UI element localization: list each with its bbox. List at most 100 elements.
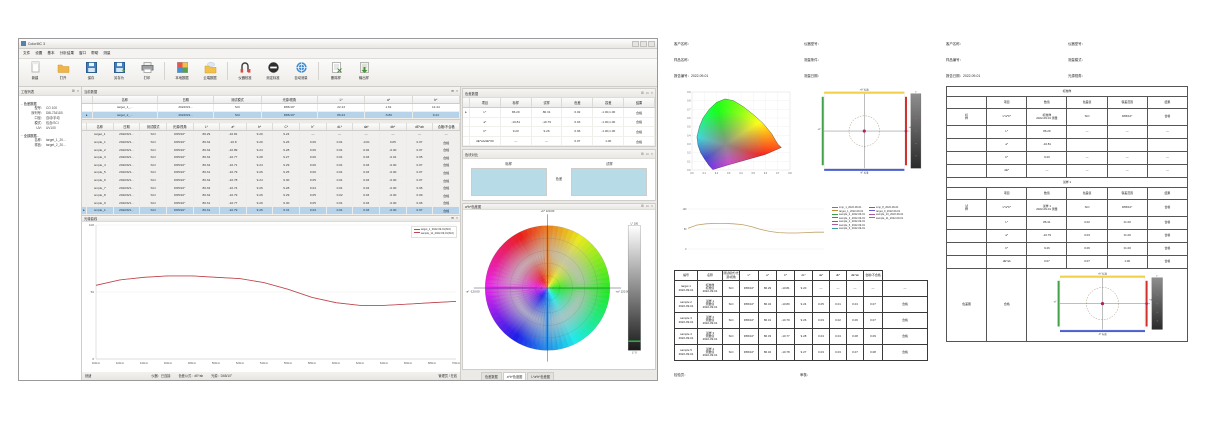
column-header-db*[interactable]: db* (379, 121, 407, 132)
table-row[interactable]: smple_5 2022/9/1... SCI D65/10° 86.31 -10.79 9… (82, 168, 460, 177)
column-header-结果[interactable]: 结果 (623, 98, 655, 108)
table-row[interactable]: smple_7 2022/9/1... SCI D65/10° 86.33 -10.74 9… (82, 183, 460, 192)
pin-icon[interactable]: ⊞ (640, 91, 644, 95)
close-icon[interactable]: × (76, 89, 79, 93)
table-row[interactable]: smple_3 2022/9/1... SCI D65/10° 86.34 -10.77 9… (82, 153, 460, 162)
toolbar-button-输出样[interactable]: 输出样 (351, 61, 377, 80)
toolbar-button-测定标准[interactable]: 测定标准 (260, 61, 286, 80)
toolbar-button-另存为[interactable]: 另存为 (106, 61, 132, 80)
column-header-日期[interactable]: 日期 (157, 96, 215, 104)
close-icon[interactable]: × (651, 204, 653, 209)
table-row[interactable]: smple_9 2022/9/1... SCI D65/10° 86.31 -10.77 9… (82, 199, 460, 208)
pin-icon[interactable]: ⊞ (71, 89, 75, 93)
column-header-名称[interactable]: 名称 (92, 96, 158, 104)
menu-item-2[interactable]: 基本 (47, 51, 55, 55)
pin-icon[interactable]: ⊞ (640, 204, 644, 209)
column-header-项目[interactable]: 项目 (469, 98, 501, 108)
column-header-C*[interactable]: C* (272, 121, 301, 132)
expander-icon[interactable]: − (21, 101, 23, 106)
column-header-色差[interactable]: 色差 (561, 98, 594, 108)
menu-item-1[interactable]: 设置 (35, 51, 43, 55)
toolbar-button-新建[interactable]: 新建 (22, 61, 48, 80)
close-button[interactable] (648, 40, 655, 47)
menu-item-6[interactable]: 测量 (103, 51, 111, 55)
column-header-da*[interactable]: da* (352, 121, 381, 132)
table-row: sample 3 2022-09-01 试样 2 测量值 2022-09-01 SCI D6… (674, 312, 928, 329)
pin-icon[interactable]: ⊞ (451, 89, 455, 93)
close-icon[interactable]: × (651, 91, 653, 95)
tree-group-data[interactable]: − 全部数据... (21, 133, 79, 138)
column-header-容差[interactable]: 容差 (592, 98, 625, 108)
spectral-chart-body[interactable]: 100 50 0 400nm 420nm 440nm 460nm 480nm 500nm 520n… (82, 221, 461, 372)
column-header-a*[interactable]: a* (219, 121, 247, 132)
table-row[interactable]: target_1_... 2022/9/1... SCI D65/10° 22.13 1.… (82, 103, 461, 112)
column-header-b*[interactable]: b* (246, 121, 274, 132)
color-difference-table[interactable]: 项目 标样 试样 色差 容差 结果 ▸ L* 86.29 86.31 0.02 -1.00,1.00 合… (463, 98, 655, 147)
column-header-光源/视角[interactable]: 光源/视角 (261, 96, 318, 104)
toolbar-button-打印[interactable]: 打印 (134, 61, 160, 80)
column-header-标样[interactable]: 标样 (500, 98, 532, 108)
table-row[interactable]: smple_6 2022/9/1... SCI D65/10° 86.34 -10.78 9… (82, 176, 460, 185)
column-header-dE*ab[interactable]: dE*ab (406, 121, 434, 132)
column-header-L*[interactable]: L* (193, 121, 221, 132)
toolbar-button-本地数据[interactable]: 本地数据 (169, 61, 195, 80)
table-row[interactable]: smple_8 2022/9/1... SCI D65/10° 86.34 -10.79 9… (82, 191, 460, 200)
column-header-a*[interactable]: a* (364, 96, 413, 104)
close-icon[interactable]: × (456, 89, 458, 93)
expander-icon-2[interactable]: − (21, 133, 23, 138)
table-cell: -10.77 (219, 153, 247, 162)
column-header-名称[interactable]: 名称 (86, 121, 114, 132)
close-icon[interactable]: × (456, 216, 458, 221)
toolbar-button-云端数据[interactable]: 云端数据 (197, 61, 223, 80)
toolbar-button-保存[interactable]: 保存 (78, 61, 104, 80)
table-cell: SCI (722, 344, 740, 361)
column-header-试样[interactable]: 试样 (531, 98, 563, 108)
table-row[interactable]: smple_2 2022/9/1... SCI D65/10° 86.34 -10.89 9… (82, 145, 460, 154)
column-header-合格/不合格[interactable]: 合格/不合格 (432, 121, 460, 132)
toolbar-button-label: 删除样 (331, 76, 341, 80)
toolbar-button-仪器校准[interactable]: 仪器校准 (232, 61, 258, 80)
menu-item-0[interactable]: 文件 (23, 51, 31, 55)
table-row[interactable]: smple_1 2022/9/1... SCI D65/10° 86.34 -10.8 9.… (82, 138, 460, 147)
column-header-光源/视角[interactable]: 光源/视角 (166, 121, 194, 132)
tab-色差数据[interactable]: 色差数据 (481, 372, 502, 380)
tree-group-device[interactable]: − 色差数据 (21, 101, 79, 107)
maximize-button[interactable] (640, 40, 647, 47)
restore-icon[interactable]: ▭ (645, 204, 650, 209)
minimize-button[interactable] (632, 40, 639, 47)
restore-icon[interactable]: ▭ (645, 152, 650, 157)
column-header-L*[interactable]: L* (317, 96, 366, 104)
table-row[interactable]: ▸ smple_1 2022/9/1... SCI D65/10° 86.31 -10.79… (82, 206, 460, 215)
tab-L*a*b*色差图[interactable]: L*a*b*色差图 (527, 372, 554, 380)
table-row[interactable]: target_1 2022/9/1... SCI D65/10° 86.29 -10.81… (82, 130, 460, 139)
menu-item-3[interactable]: 分析结果 (59, 51, 74, 55)
column-header-dL*[interactable]: dL* (326, 121, 354, 132)
close-icon[interactable]: × (651, 152, 653, 157)
chromaticity-wheel-body[interactable]: +b* 120.00-b* -120.00-a* -120.00+a* 120.… (463, 209, 655, 371)
toolbar-button-打开[interactable]: 打开 (50, 61, 76, 80)
table-row[interactable]: b* 9.20 9.26 0.06 -1.00,1.00 合格 (463, 126, 655, 137)
table-row[interactable]: smple_4 2022/9/1... SCI D65/10° 86.34 -10.71 9… (82, 161, 460, 170)
svg-text:0.3: 0.3 (727, 173, 731, 175)
toolbar-button-删除样[interactable]: 删除样 (323, 61, 349, 80)
current-data-table[interactable]: 名称 日期 测试模式 光源/视角 L* a* b* target_1_... 2022/9/1.… (82, 96, 461, 120)
column-header-h°[interactable]: h° (299, 121, 327, 132)
pin-icon[interactable]: ⊞ (640, 152, 644, 157)
samples-table[interactable]: 名称 日期 测试模式 光源/视角 L* a* b* C* h° dL* da* db* dE*ab 合格/… (82, 120, 460, 215)
table-row[interactable]: ▸ L* 86.29 86.31 0.02 -1.00,1.00 合格 (463, 107, 655, 118)
table-row[interactable]: a* -10.81 -10.79 0.03 -1.00,1.00 合格 (463, 117, 655, 128)
restore-icon[interactable]: ▭ (645, 91, 650, 95)
column-header-测试模式[interactable]: 测试模式 (139, 121, 167, 132)
pin-icon[interactable]: ⊞ (451, 216, 455, 221)
table-row[interactable]: dE*ab/dE*00— —0.07 1.00 合格 (463, 136, 655, 147)
toolbar-button-自动测量[interactable]: 自动测量 (288, 61, 314, 80)
menu-item-4[interactable]: 窗口 (78, 51, 87, 55)
menu-item-5[interactable]: 帮助 (91, 51, 99, 55)
column-header-测试模式[interactable]: 测试模式 (213, 96, 262, 104)
row-label: b* (986, 151, 1028, 165)
tab-a*b*色度图[interactable]: a*b*色度图 (502, 372, 527, 380)
column-header-b*[interactable]: b* (412, 96, 461, 104)
column-header-日期[interactable]: 日期 (113, 121, 141, 132)
table-row[interactable]: ▸ target_2_... 2022/9/1... SCI D65/10° 86.24-… (82, 111, 461, 120)
table-cell: 0.03 (352, 153, 381, 162)
